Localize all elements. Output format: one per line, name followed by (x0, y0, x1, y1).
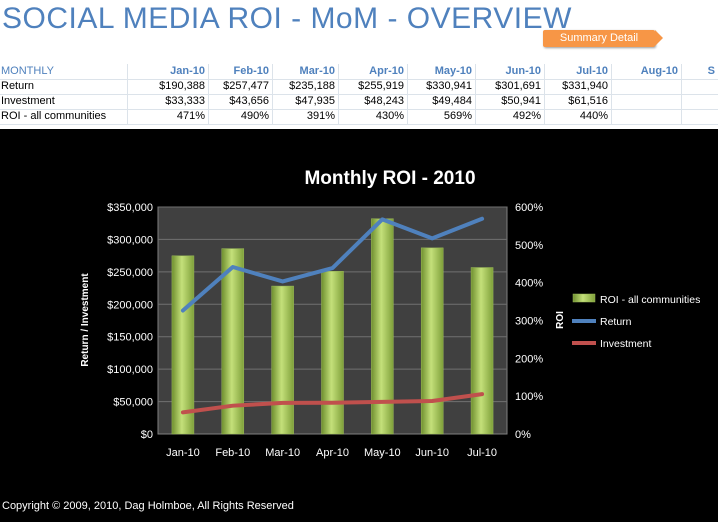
month-header: Apr-10 (339, 64, 408, 79)
table-cell (682, 79, 718, 94)
y2-tick-label: 200% (515, 353, 543, 365)
page-title: SOCIAL MEDIA ROI - MoM - OVERVIEW (2, 2, 572, 35)
table-cell: $190,388 (128, 79, 209, 94)
y2-tick-label: 100% (515, 391, 543, 403)
legend-label: Return (600, 316, 632, 328)
month-header: Mar-10 (273, 64, 339, 79)
legend-label: ROI - all communities (600, 294, 700, 306)
table-cell (612, 79, 682, 94)
y2-tick-label: 300% (515, 316, 543, 328)
y2-tick-label: 0% (515, 429, 531, 441)
month-header: Feb-10 (209, 64, 273, 79)
summary-detail-button[interactable]: Summary Detail (543, 30, 663, 47)
legend-swatch (572, 293, 596, 303)
table-header-label: MONTHLY (0, 64, 128, 79)
month-header: Jul-10 (545, 64, 612, 79)
month-header: S (707, 65, 715, 77)
row-label: Investment (0, 94, 128, 109)
roi-bar (420, 247, 444, 435)
y-tick-label: $200,000 (107, 299, 153, 311)
y-tick-label: $250,000 (107, 267, 153, 279)
legend-label: Investment (600, 338, 651, 350)
month-header: May-10 (408, 64, 476, 79)
table-cell: $301,691 (476, 79, 545, 94)
table-cell: $330,941 (408, 79, 476, 94)
monthly-roi-chart: Monthly ROI - 2010 $0 $50,000 $100,000 $150… (80, 168, 700, 459)
y-tick-label: $300,000 (107, 234, 153, 246)
table-cell: 440% (545, 109, 612, 124)
return-line (180, 216, 485, 313)
table-row: Investment $33,333 $43,656 $47,935 $48,2… (0, 94, 718, 110)
table-cell: $257,477 (209, 79, 273, 94)
y2-axis-label: ROI (555, 311, 566, 329)
table-cell (682, 109, 718, 124)
table-cell: 391% (273, 109, 339, 124)
x-tick-label: Jun-10 (415, 447, 449, 459)
table-cell: $331,940 (545, 79, 612, 94)
table-cell: $47,935 (273, 94, 339, 109)
table-cell: $50,941 (476, 94, 545, 109)
y2-axis-ticks: 0% 100% 200% 300% 400% 500% 600% (515, 202, 543, 441)
row-label: Return (0, 79, 128, 94)
x-tick-label: Apr-10 (316, 447, 349, 459)
roi-bar (271, 285, 294, 435)
chart-legend: ROI - all communities Return Investment (572, 293, 700, 350)
table-cell: $61,516 (545, 94, 612, 109)
table-cell: 430% (339, 109, 408, 124)
roi-bars (171, 218, 494, 435)
table-cell: 492% (476, 109, 545, 124)
table-cell: $33,333 (128, 94, 209, 109)
y2-tick-label: 400% (515, 278, 543, 290)
roi-bar (171, 255, 195, 435)
copyright-text: Copyright © 2009, 2010, Dag Holmboe, All… (2, 500, 294, 512)
gridlines (158, 206, 507, 403)
table-cell: $255,919 (339, 79, 408, 94)
investment-line (180, 392, 485, 415)
x-axis-ticks: Jan-10 Feb-10 Mar-10 Apr-10 May-10 Jun-10 Jul-… (166, 447, 497, 459)
table-row: ROI - all communities 471% 490% 391% 430… (0, 109, 718, 125)
x-tick-label: Jan-10 (166, 447, 200, 459)
y-axis-ticks: $0 $50,000 $100,000 $150,000 $200,000 $250,00… (107, 202, 153, 441)
row-label: ROI - all communities (0, 109, 128, 124)
table-cell: 471% (128, 109, 209, 124)
table-cell: $43,656 (209, 94, 273, 109)
y2-tick-label: 600% (515, 202, 543, 214)
month-header: Jan-10 (128, 64, 209, 79)
y2-tick-label: 500% (515, 240, 543, 252)
roi-bar (470, 267, 494, 435)
table-cell: $49,484 (408, 94, 476, 109)
table-cell (612, 109, 682, 124)
x-tick-label: Mar-10 (265, 447, 300, 459)
table-cell (612, 94, 682, 109)
roi-bar (321, 271, 344, 435)
month-header: Jun-10 (476, 64, 545, 79)
x-tick-label: Feb-10 (215, 447, 250, 459)
series-lines (180, 216, 485, 415)
x-tick-label: May-10 (364, 447, 401, 459)
roi-bar (221, 248, 245, 435)
y-tick-label: $50,000 (113, 397, 153, 409)
chart-title: Monthly ROI - 2010 (304, 168, 475, 189)
table-header-row: MONTHLY Jan-10 Feb-10 Mar-10 Apr-10 May-… (0, 64, 718, 80)
y-tick-label: $150,000 (107, 332, 153, 344)
table-cell: $235,188 (273, 79, 339, 94)
table-cell: 569% (408, 109, 476, 124)
table-row: Return $190,388 $257,477 $235,188 $255,9… (0, 79, 718, 95)
y-tick-label: $100,000 (107, 364, 153, 376)
x-tick-label: Jul-10 (467, 447, 497, 459)
month-header: Aug-10 (612, 64, 682, 79)
y-axis-label: Return / Investment (80, 273, 91, 367)
table-cell: $48,243 (339, 94, 408, 109)
table-cell: 490% (209, 109, 273, 124)
table-cell (682, 94, 718, 109)
y-tick-label: $0 (141, 429, 153, 441)
y-tick-label: $350,000 (107, 202, 153, 214)
